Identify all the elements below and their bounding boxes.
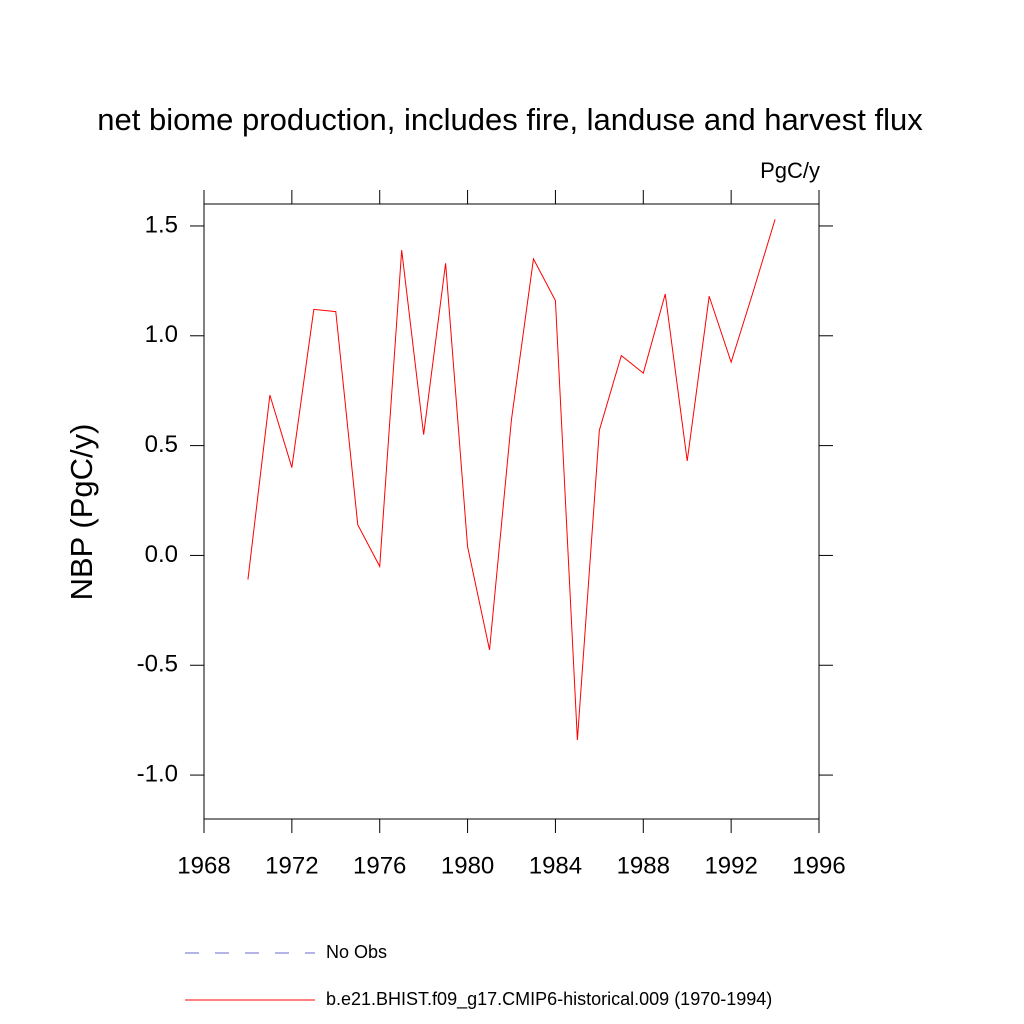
y-tick-label: 0.5 [145,431,178,458]
y-axis-label: NBP (PgC/y) [64,424,99,601]
y-tick-label: -1.0 [137,760,178,787]
x-tick-label: 1996 [792,852,845,879]
x-tick-label: 1988 [617,852,670,879]
legend-label: No Obs [326,942,387,962]
y-tick-label: 1.5 [145,211,178,238]
y-tick-label: 0.0 [145,541,178,568]
units-label: PgC/y [760,158,820,183]
x-tick-label: 1992 [704,852,757,879]
x-tick-label: 1972 [265,852,318,879]
x-tick-label: 1968 [177,852,230,879]
data-line [247,219,776,740]
chart-title: net biome production, includes fire, lan… [97,102,923,137]
y-tick-label: -0.5 [137,651,178,678]
plot-frame [203,203,820,820]
y-tick-label: 1.0 [145,321,178,348]
x-tick-label: 1976 [353,852,406,879]
x-tick-label: 1980 [441,852,494,879]
x-tick-label: 1984 [529,852,582,879]
legend-label: b.e21.BHIST.f09_g17.CMIP6-historical.009… [326,989,772,1010]
